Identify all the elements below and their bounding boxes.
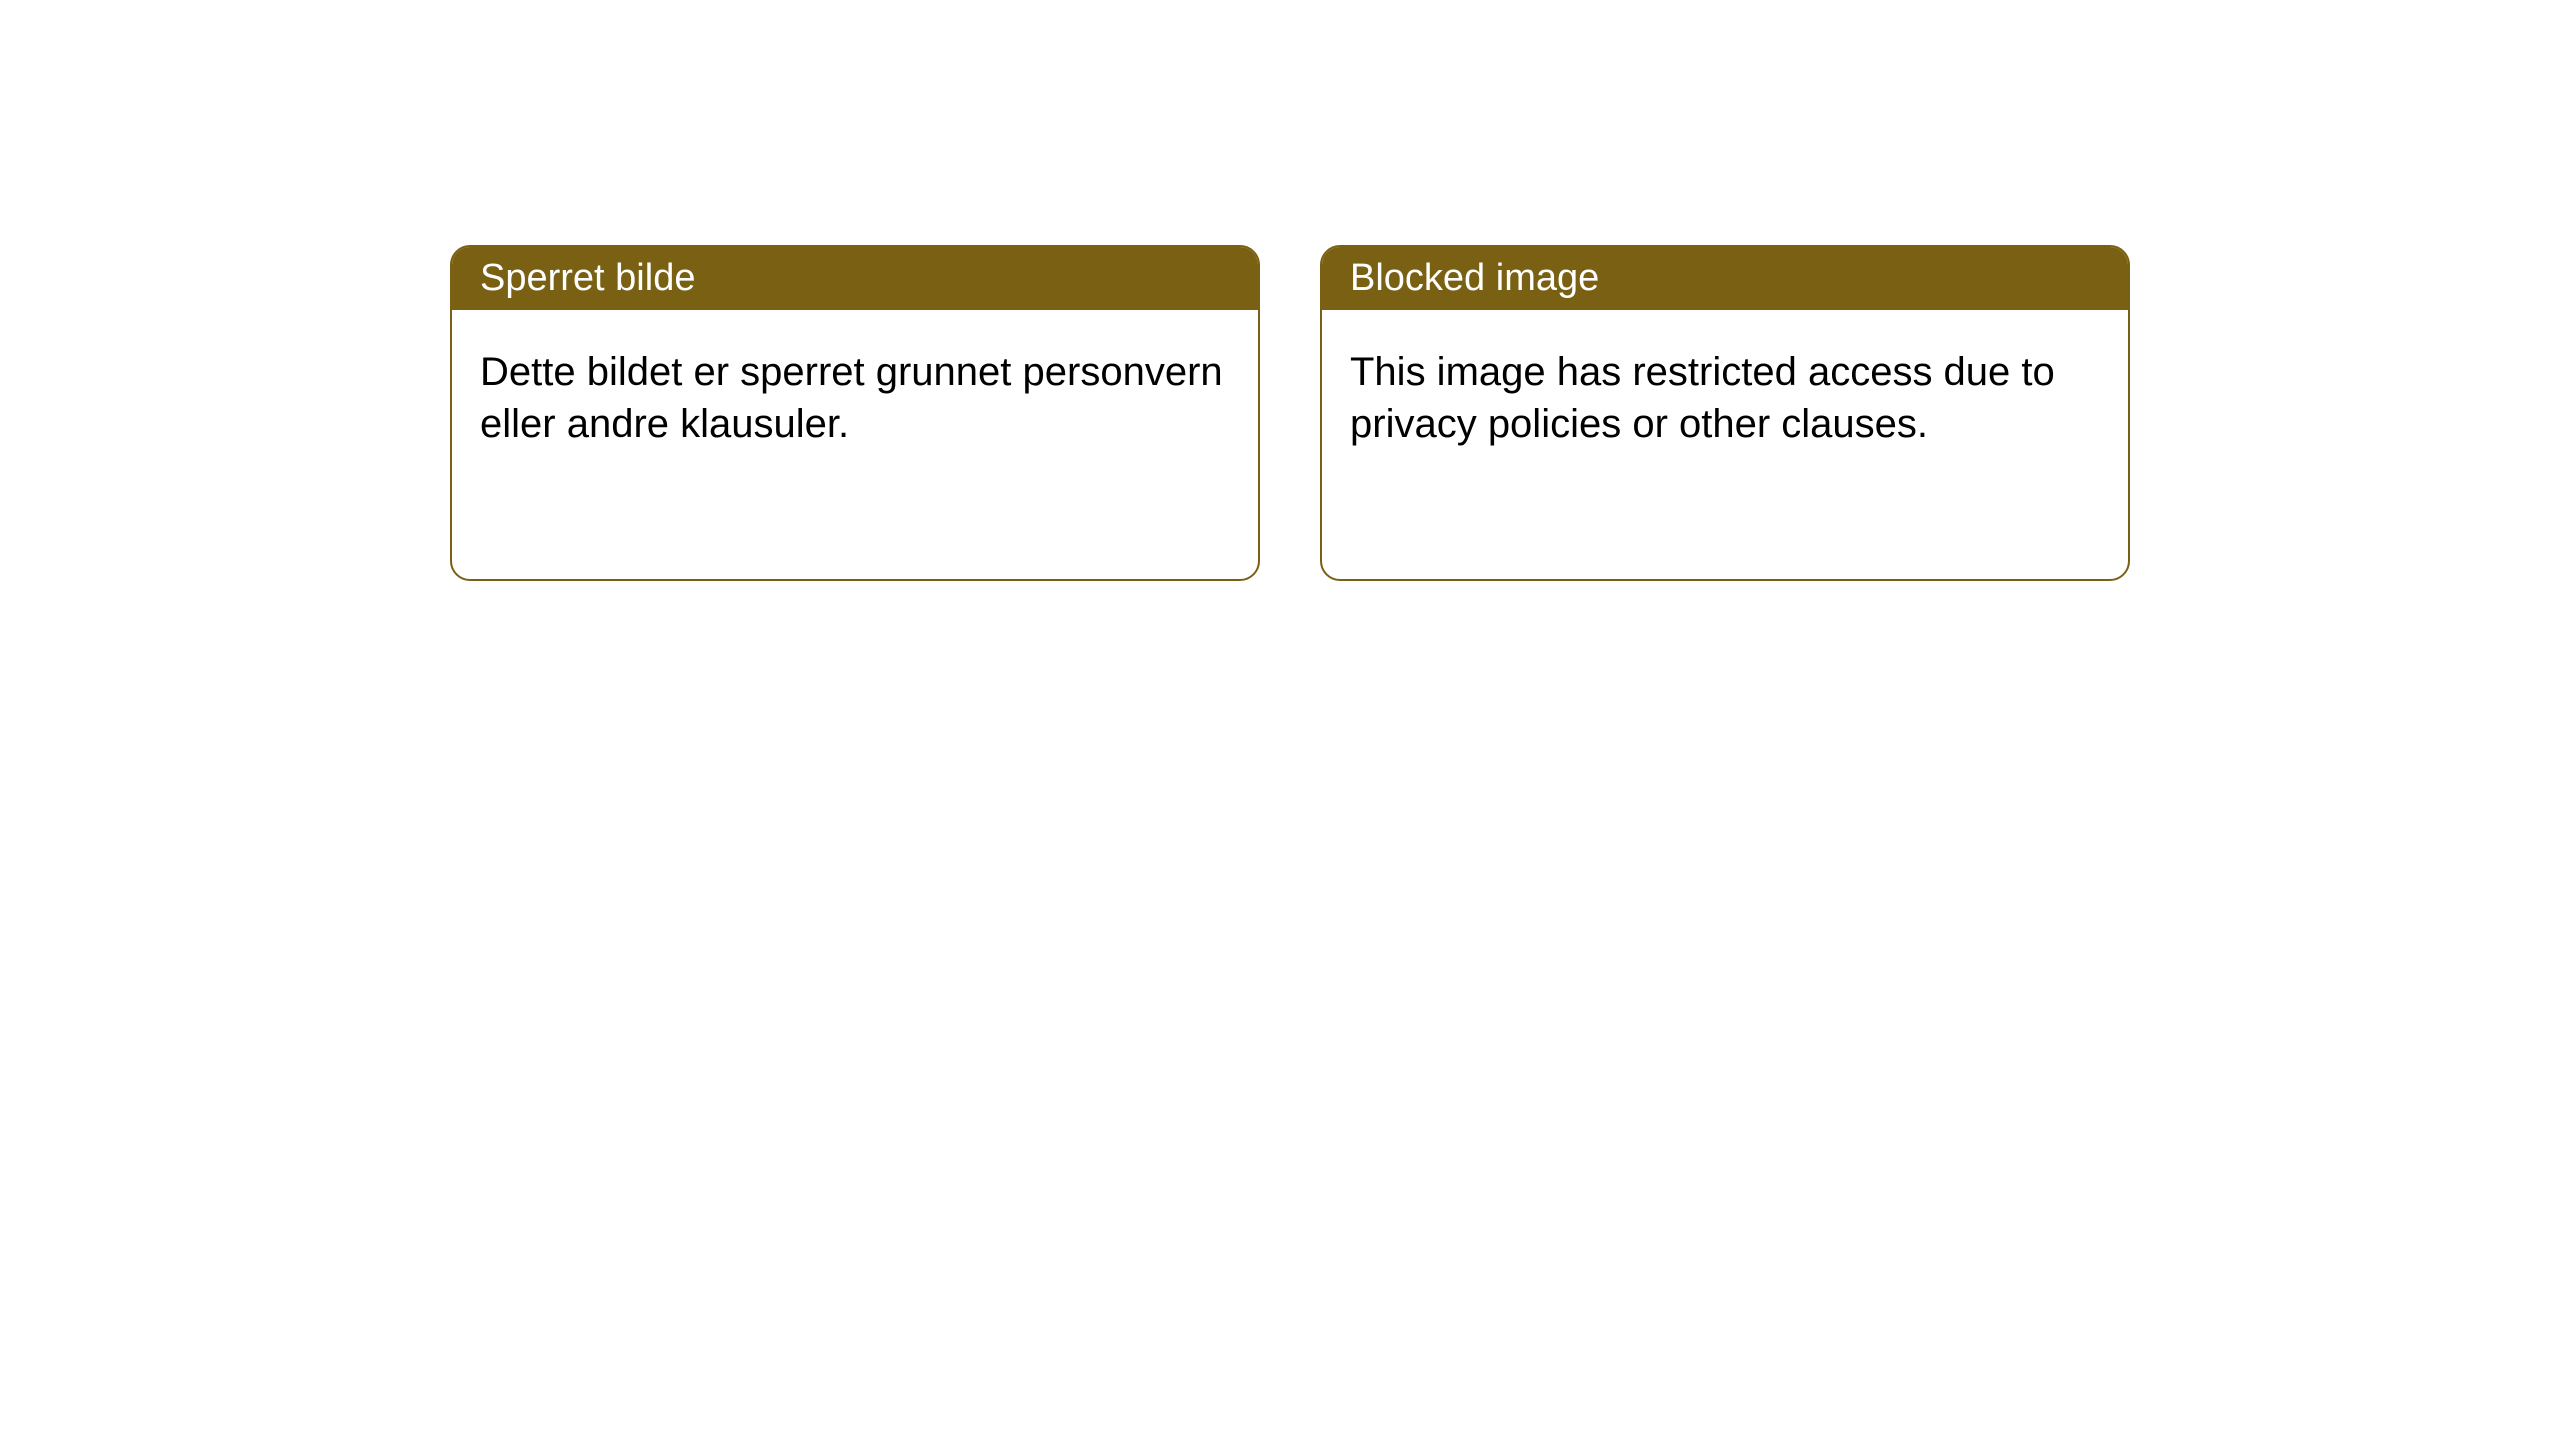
card-header: Blocked image [1322, 247, 2128, 310]
notice-card-norwegian: Sperret bilde Dette bildet er sperret gr… [450, 245, 1260, 581]
card-body: Dette bildet er sperret grunnet personve… [452, 310, 1258, 486]
notice-cards-container: Sperret bilde Dette bildet er sperret gr… [0, 0, 2560, 581]
card-header: Sperret bilde [452, 247, 1258, 310]
notice-card-english: Blocked image This image has restricted … [1320, 245, 2130, 581]
card-body: This image has restricted access due to … [1322, 310, 2128, 486]
